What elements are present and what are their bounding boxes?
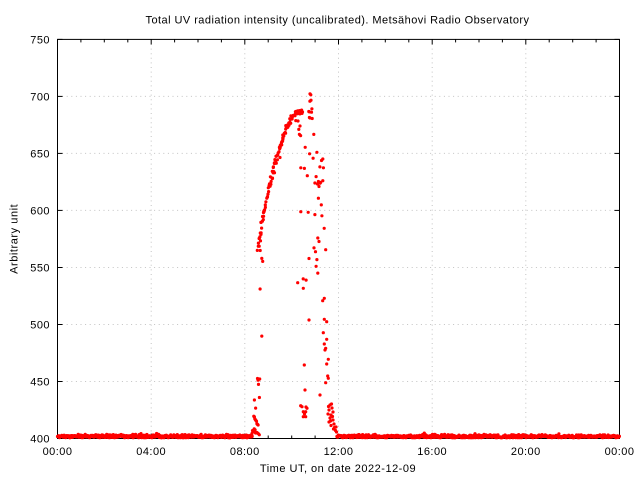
svg-text:08:00: 08:00 <box>230 446 260 458</box>
svg-text:00:00: 00:00 <box>43 446 73 458</box>
svg-text:20:00: 20:00 <box>511 446 541 458</box>
svg-text:Arbitrary unit: Arbitrary unit <box>8 204 20 274</box>
svg-text:500: 500 <box>30 319 50 331</box>
svg-text:04:00: 04:00 <box>136 446 166 458</box>
svg-text:700: 700 <box>30 91 50 103</box>
svg-text:Time UT, on date 2022-12-09: Time UT, on date 2022-12-09 <box>260 463 416 475</box>
svg-text:12:00: 12:00 <box>324 446 354 458</box>
svg-text:600: 600 <box>30 205 50 217</box>
svg-text:00:00: 00:00 <box>605 446 635 458</box>
svg-text:450: 450 <box>30 376 50 388</box>
svg-text:400: 400 <box>30 433 50 445</box>
svg-text:550: 550 <box>30 262 50 274</box>
svg-text:16:00: 16:00 <box>417 446 447 458</box>
svg-text:Total UV radiation intensity (: Total UV radiation intensity (uncalibrat… <box>146 15 530 27</box>
svg-text:650: 650 <box>30 148 50 160</box>
svg-text:750: 750 <box>30 34 50 46</box>
